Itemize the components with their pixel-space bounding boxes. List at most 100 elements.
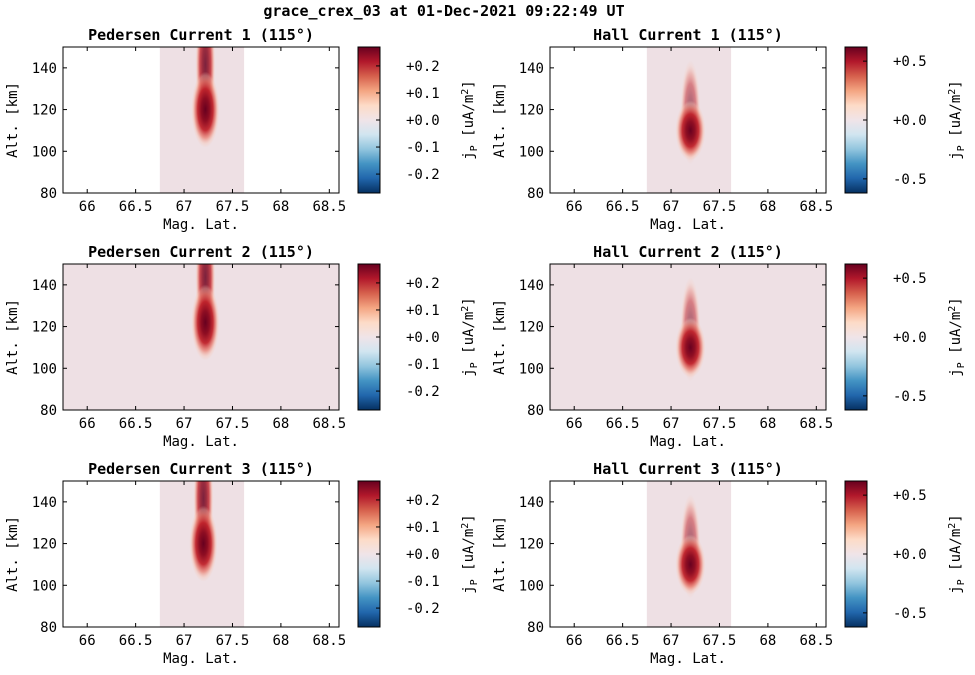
y-tick-label: 120	[519, 537, 544, 553]
colorbar-label: jP [uA/m2]	[460, 297, 480, 377]
colorbar-label-part: P	[469, 362, 480, 368]
colorbar-label-part: ]	[948, 80, 964, 88]
colorbar-tick-label: +0.5	[893, 54, 927, 70]
colorbar-tick-label: -0.5	[893, 172, 927, 188]
colorbar-label: jP [uA/m2]	[947, 514, 967, 594]
colorbar-tick-label: +0.1	[406, 303, 440, 319]
heatmap-panel-2: Hall Current 1 (115°) 66 66.5 67 67.5 68 68.5 8…	[492, 26, 967, 233]
current-peak	[675, 100, 706, 161]
y-tick-label: 120	[519, 320, 544, 336]
x-tick-label: 67.5	[703, 416, 737, 432]
heatmap-cells	[675, 494, 706, 599]
y-tick-label: 140	[519, 61, 544, 77]
x-tick-label: 67	[663, 633, 680, 649]
plot-frame	[62, 480, 340, 628]
colorbar-tick-label: +0.5	[893, 271, 927, 287]
x-tick-label: 68	[759, 199, 776, 215]
x-tick-label: 68	[272, 199, 289, 215]
heatmap-panel-1: Pedersen Current 1 (115°) 66 66.5 67 67.5 68 6…	[5, 26, 480, 233]
colorbar-label: jP [uA/m2]	[460, 80, 480, 160]
current-peak	[675, 534, 706, 595]
panel-title: Hall Current 2 (115°)	[593, 243, 783, 261]
heatmap-cells	[675, 60, 706, 165]
colorbar-label-part: P	[469, 579, 480, 585]
colorbar-tick-label: -0.5	[893, 606, 927, 622]
y-tick-label: 140	[32, 495, 57, 511]
current-peak	[191, 284, 220, 361]
colorbar-tick-label: -0.1	[406, 574, 440, 590]
heatmap-cells	[191, 264, 220, 361]
x-tick-label: 66	[566, 416, 583, 432]
colorbar-label: jP [uA/m2]	[947, 80, 967, 160]
x-tick-label: 68	[272, 633, 289, 649]
colorbar-label: jP [uA/m2]	[460, 514, 480, 594]
x-axis-label: Mag. Lat.	[163, 434, 239, 450]
x-tick-label: 67.5	[216, 416, 250, 432]
x-tick-label: 67	[176, 416, 193, 432]
y-tick-label: 80	[527, 403, 544, 419]
colorbar-label-part: [uA/m	[948, 529, 964, 580]
colorbar-tick-label: +0.0	[893, 330, 927, 346]
colorbar-label-part: [uA/m	[461, 95, 477, 146]
colorbar-tick-label: +0.0	[406, 547, 440, 563]
colorbar-tick-label: +0.1	[406, 86, 440, 102]
colorbar-label-part: ]	[461, 514, 477, 522]
colorbar-label-part: ]	[948, 297, 964, 305]
colorbar-label-part: 2	[460, 89, 471, 95]
x-axis-label: Mag. Lat.	[650, 434, 726, 450]
colorbar-label-part: j	[948, 151, 964, 159]
x-tick-label: 68.5	[312, 416, 346, 432]
colorbar-tick-label: +0.0	[406, 330, 440, 346]
colorbar-label-part: P	[956, 145, 967, 151]
y-tick-label: 100	[32, 578, 57, 594]
y-tick-label: 140	[519, 495, 544, 511]
colorbar-label-part: j	[948, 368, 964, 376]
colorbar-tick-label: +0.2	[406, 276, 440, 292]
x-tick-label: 66.5	[606, 199, 640, 215]
colorbar-label-part: P	[956, 362, 967, 368]
colorbar-tick-label: -0.2	[406, 601, 440, 617]
colorbar-label-part: 2	[460, 523, 471, 529]
y-tick-label: 120	[32, 103, 57, 119]
y-tick-label: 100	[32, 361, 57, 377]
x-tick-label: 66	[79, 633, 96, 649]
y-tick-label: 100	[519, 361, 544, 377]
heatmap-panel-5: Pedersen Current 3 (115°) 66 66.5 67 67.5 68 6…	[5, 460, 480, 667]
x-tick-label: 68.5	[312, 199, 346, 215]
x-tick-label: 67	[663, 416, 680, 432]
y-axis-label: Alt. [km]	[492, 299, 508, 375]
colorbar-label: jP [uA/m2]	[947, 297, 967, 377]
panel-title: Pedersen Current 1 (115°)	[88, 26, 314, 44]
x-tick-label: 67	[176, 633, 193, 649]
x-tick-label: 66	[79, 416, 96, 432]
y-tick-label: 100	[32, 144, 57, 160]
y-tick-label: 80	[527, 186, 544, 202]
colorbar-label-part: [uA/m	[948, 95, 964, 146]
y-tick-label: 100	[519, 144, 544, 160]
x-tick-label: 68	[272, 416, 289, 432]
heatmap-cells	[191, 47, 220, 148]
colorbar-tick-label: +0.2	[406, 59, 440, 75]
colorbar-label-part: j	[461, 151, 477, 159]
colorbar-label-part: j	[461, 585, 477, 593]
plot-frame	[549, 480, 827, 628]
plot-frame	[62, 46, 340, 194]
x-tick-label: 66.5	[606, 633, 640, 649]
heatmap-cells	[189, 481, 218, 582]
heatmap-panel-3: Pedersen Current 2 (115°) 66 66.5 67 67.5 68 6…	[5, 243, 480, 450]
colorbar-label-part: P	[469, 145, 480, 151]
colorbar-tick-label: +0.1	[406, 520, 440, 536]
colorbar-tick-label: -0.1	[406, 140, 440, 156]
x-tick-label: 68	[759, 633, 776, 649]
colorbar-label-part: 2	[947, 523, 958, 529]
y-tick-label: 80	[40, 403, 57, 419]
x-tick-label: 66.5	[119, 199, 153, 215]
y-tick-label: 140	[32, 61, 57, 77]
heatmap-cells	[675, 277, 706, 382]
colorbar-tick-label: -0.2	[406, 384, 440, 400]
colorbar-label-part: 2	[947, 306, 958, 312]
x-tick-label: 67.5	[703, 199, 737, 215]
panel-title: Hall Current 1 (115°)	[593, 26, 783, 44]
x-tick-label: 68.5	[799, 416, 833, 432]
y-tick-label: 120	[32, 537, 57, 553]
